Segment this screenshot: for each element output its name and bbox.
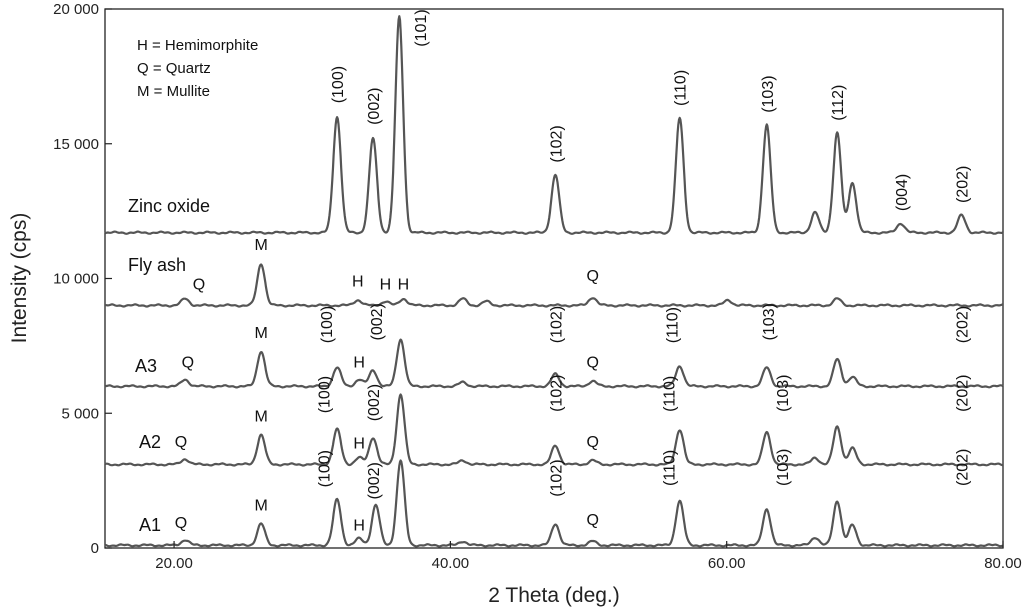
peak-annotation: (100) xyxy=(316,376,333,413)
legend: H = Hemimorphite Q = Quartz M = Mullite xyxy=(137,37,258,100)
peak-annotation: H xyxy=(353,354,365,371)
peak-annotation: M xyxy=(254,497,267,514)
series-labels: Zinc oxide Fly ash A3 A2 A1 xyxy=(128,196,210,535)
peak-annotation: M xyxy=(254,237,267,254)
peak-annotation: (110) xyxy=(662,376,679,412)
y-axis-title: Intensity (cps) xyxy=(8,213,31,344)
peak-annotation: (002) xyxy=(366,88,383,125)
peak-annotation: (102) xyxy=(548,125,565,162)
series-label: A1 xyxy=(139,515,161,535)
x-axis-ticks: 20.00 40.00 60.00 80.00 xyxy=(155,541,1022,572)
peak-annotation: (002) xyxy=(366,462,383,499)
y-axis-ticks: 0 5 000 10 000 15 000 20 000 xyxy=(53,1,112,557)
x-tick-label: 80.00 xyxy=(984,555,1022,572)
series-line xyxy=(104,263,1004,308)
peak-annotation: (100) xyxy=(330,66,347,103)
x-axis-title: 2 Theta (deg.) xyxy=(488,584,620,607)
peak-annotation: (101) xyxy=(413,9,430,46)
peak-annotation: Q xyxy=(182,354,194,371)
peak-annotation: H xyxy=(353,517,365,534)
peak-annotation: (100) xyxy=(319,306,336,343)
legend-item: M = Mullite xyxy=(137,83,210,100)
series-label: A2 xyxy=(139,432,161,452)
peak-annotation: (004) xyxy=(894,174,911,211)
y-tick-label: 0 xyxy=(91,540,99,557)
series-label: Fly ash xyxy=(128,255,186,275)
peak-annotation: (100) xyxy=(316,450,333,487)
peak-annotation: (103) xyxy=(761,303,778,340)
peak-annotation: Q xyxy=(193,276,205,293)
peak-annotation: (110) xyxy=(662,450,679,486)
peak-annotation: (202) xyxy=(955,449,972,486)
legend-item: Q = Quartz xyxy=(137,60,211,77)
series-label: Zinc oxide xyxy=(128,196,210,216)
series-line xyxy=(104,338,1004,389)
peak-annotation: (102) xyxy=(548,459,565,496)
peak-annotation: Q xyxy=(175,515,187,532)
peak-annotations: (100) (002) (101) (102) (110) (103) (112) (004)… xyxy=(175,9,972,534)
peak-annotation: H xyxy=(398,276,410,293)
x-tick-label: 60.00 xyxy=(708,555,746,572)
peak-annotation: H xyxy=(353,435,365,452)
peak-annotation: (202) xyxy=(955,375,972,412)
peak-annotation: (202) xyxy=(955,306,972,343)
peak-annotation: Q xyxy=(175,434,187,451)
peak-annotation: (103) xyxy=(775,449,792,486)
peak-annotation: Q xyxy=(586,268,598,285)
peak-annotation: (002) xyxy=(366,384,383,421)
peak-annotation: Q xyxy=(586,512,598,529)
peak-annotation: (112) xyxy=(830,85,847,121)
peak-annotation: (103) xyxy=(775,375,792,412)
series-line xyxy=(104,15,1004,235)
series-line xyxy=(104,393,1004,467)
peak-annotation: (002) xyxy=(369,303,386,340)
peak-annotation: Q xyxy=(586,354,598,371)
x-tick-label: 20.00 xyxy=(155,555,193,572)
peak-annotation: (110) xyxy=(673,70,690,106)
peak-annotation: (102) xyxy=(548,306,565,343)
peak-annotation: M xyxy=(254,325,267,342)
y-tick-label: 15 000 xyxy=(53,136,99,153)
y-tick-label: 5 000 xyxy=(61,405,99,422)
y-tick-label: 10 000 xyxy=(53,271,99,288)
peak-annotation: (102) xyxy=(548,375,565,412)
peak-annotation: H xyxy=(380,276,392,293)
peak-annotation: H xyxy=(352,274,364,291)
peak-annotation: (103) xyxy=(760,75,777,112)
peak-annotation: M xyxy=(254,408,267,425)
peak-annotation: Q xyxy=(586,434,598,451)
series-line xyxy=(104,459,1004,548)
series-traces xyxy=(104,15,1004,548)
y-tick-label: 20 000 xyxy=(53,1,99,18)
peak-annotation: (202) xyxy=(955,166,972,203)
series-label: A3 xyxy=(135,356,157,376)
x-tick-label: 40.00 xyxy=(432,555,470,572)
legend-item: H = Hemimorphite xyxy=(137,37,258,54)
peak-annotation: (110) xyxy=(664,307,681,343)
